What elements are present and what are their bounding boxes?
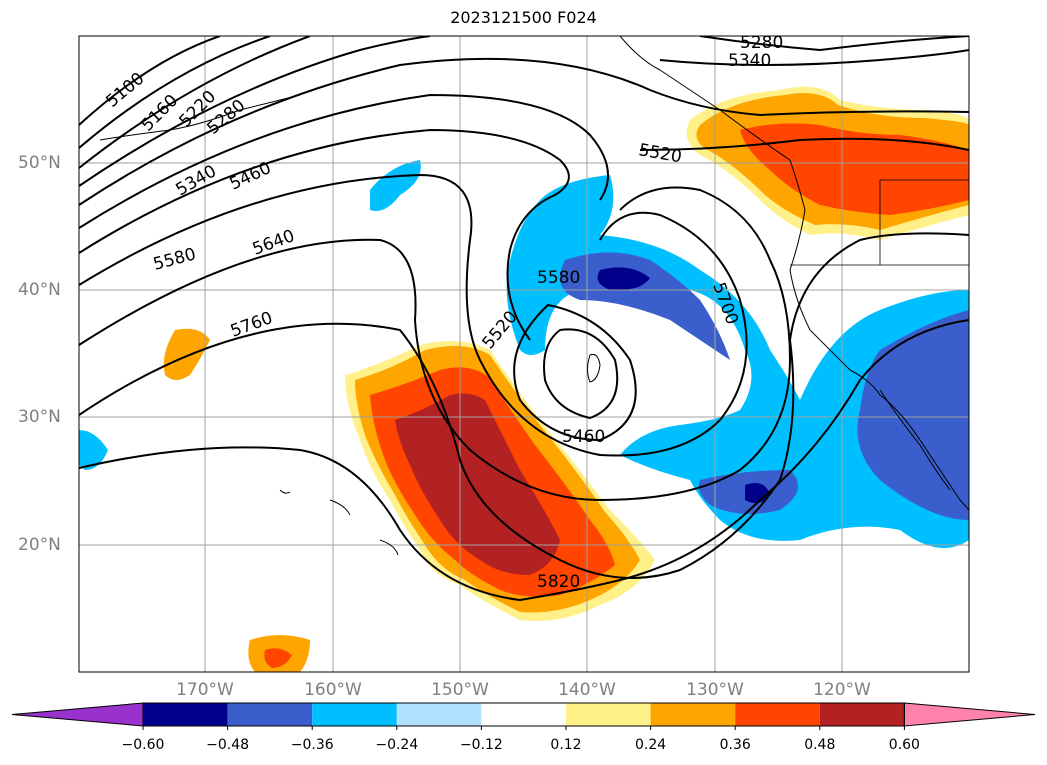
lon-label-130w: 130°W: [686, 680, 744, 700]
colorbar-frame: [142, 702, 905, 727]
baja-coast: [879, 389, 951, 491]
contour-5460-inner: [513, 303, 637, 442]
colorbar-segment: [650, 703, 736, 726]
lon-label-150w: 150°W: [431, 680, 489, 700]
colorbar-segment: [312, 703, 397, 726]
contour-5280-east: [699, 36, 969, 52]
colorbar-ticks: [142, 726, 905, 730]
low-center-closed-contour: [587, 354, 601, 383]
contour-5340-east: [659, 49, 969, 66]
aleutians: [99, 94, 301, 141]
colorbar-segment: [143, 703, 228, 726]
positive-field-west: [163, 328, 210, 380]
contour-5460: [79, 93, 609, 229]
contour-label: 5340: [728, 51, 771, 71]
contour-label: 5580: [537, 268, 580, 288]
contour-5400-east: [649, 89, 969, 117]
colorbar-segments: [11, 702, 1036, 727]
graticule: [79, 36, 969, 672]
contour-5100: [79, 36, 221, 126]
colorbar-segment: [566, 703, 651, 726]
contour-5400-inner: [543, 328, 619, 420]
state-boundaries: [790, 179, 969, 266]
colorbar-segment: [735, 703, 820, 726]
lat-label-30n: 30°N: [18, 407, 61, 427]
colorbar-tick-label: 0.12: [550, 737, 582, 753]
colorbar-tick-label: −0.60: [121, 737, 165, 753]
colorbar-extend-high: [903, 702, 1036, 727]
contour-5700: [79, 186, 792, 502]
lon-label-160w: 160°W: [304, 680, 362, 700]
colorbar-tick-label: 0.36: [719, 737, 751, 753]
contour-5820: [79, 319, 969, 602]
colorbar-segment: [227, 703, 313, 726]
contour-5520: [79, 173, 748, 457]
contour-5520-east: [639, 137, 969, 151]
negative-field-north: [370, 160, 421, 211]
contour-5280: [79, 36, 431, 187]
colorbar-tick-label: 0.48: [804, 737, 836, 753]
hawaii-islands: [279, 489, 399, 556]
lon-label-170w: 170°W: [176, 680, 234, 700]
colorbar-segment: [481, 703, 566, 726]
negative-field-core: [597, 267, 650, 291]
colorbar-segment: [396, 703, 482, 726]
lat-label-20n: 20°N: [18, 535, 61, 555]
colorbar-extend-low: [11, 702, 144, 727]
negative-field-east: [857, 310, 969, 520]
positive-field-core: [395, 393, 560, 575]
lon-label-140w: 140°W: [558, 680, 616, 700]
contour-5220: [79, 36, 311, 169]
contour-label: 5460: [562, 427, 605, 447]
colorbar-tick-label: 0.24: [635, 737, 667, 753]
colorbar-tick-label: 0.60: [888, 737, 920, 753]
contour-5160: [79, 36, 271, 149]
positive-field-ne-red: [740, 123, 969, 215]
contour-label: 5280: [740, 33, 783, 53]
map-frame: [78, 35, 970, 673]
lat-label-50n: 50°N: [18, 153, 61, 173]
contour-5760: [79, 232, 969, 579]
positive-field-sw-core: [264, 648, 292, 668]
north-america-coast: [619, 36, 969, 511]
colorbar-segment: [819, 703, 905, 726]
coastlines: [99, 36, 969, 556]
contour-5580: [79, 128, 570, 341]
negative-field-west: [79, 430, 108, 470]
map-canvas: 5100 5160 5220 5280 5340 5460 5580 5640 …: [78, 33, 970, 673]
contour-label: 5820: [537, 572, 580, 592]
colorbar-tick-label: −0.48: [206, 737, 250, 753]
lon-label-120w: 120°W: [813, 680, 871, 700]
map-title: 2023121500 F024: [450, 8, 597, 27]
contour-5340: [79, 57, 651, 206]
lat-label-40n: 40°N: [18, 280, 61, 300]
colorbar-tick-label: −0.12: [459, 737, 503, 753]
colorbar-tick-label: −0.36: [290, 737, 334, 753]
height-contours: [79, 36, 969, 602]
colorbar-tick-label: −0.24: [375, 737, 419, 753]
